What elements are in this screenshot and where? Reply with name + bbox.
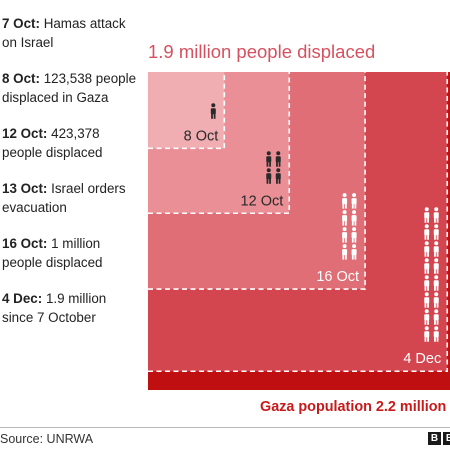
person-icon bbox=[424, 258, 430, 274]
person-icon bbox=[424, 241, 430, 257]
person-icon bbox=[424, 309, 430, 325]
area-label: 8 Oct bbox=[184, 128, 219, 144]
area-label: 16 Oct bbox=[316, 269, 359, 285]
person-icon bbox=[433, 292, 439, 308]
person-icon bbox=[342, 210, 348, 226]
person-icon bbox=[433, 275, 439, 291]
bbc-logo: B B C bbox=[428, 432, 450, 445]
person-icon bbox=[275, 168, 281, 184]
person-icon bbox=[210, 103, 216, 119]
logo-letter: B bbox=[443, 432, 450, 445]
person-icon bbox=[433, 207, 439, 223]
person-icon bbox=[266, 168, 272, 184]
area-outline bbox=[148, 72, 449, 373]
timeline-event: 13 Oct: Israel orders evacuation bbox=[2, 181, 126, 215]
area-outline bbox=[148, 72, 366, 290]
timeline-event: 7 Oct: Hamas attack on Israel bbox=[2, 16, 126, 50]
person-icon bbox=[342, 227, 348, 243]
person-icon bbox=[433, 224, 439, 240]
source-credit: Source: UNRWA bbox=[0, 432, 94, 446]
timeline-event: 4 Dec: 1.9 million since 7 October bbox=[2, 291, 107, 325]
person-icon bbox=[433, 309, 439, 325]
area-label: 12 Oct bbox=[241, 193, 284, 209]
chart-title: 1.9 million people displaced bbox=[148, 41, 376, 62]
person-icon bbox=[342, 193, 348, 209]
person-icon bbox=[342, 244, 348, 260]
area-label: 4 Dec bbox=[403, 351, 441, 367]
person-icon bbox=[351, 193, 357, 209]
person-icon bbox=[424, 326, 430, 342]
person-icon bbox=[433, 326, 439, 342]
area-outline bbox=[148, 72, 291, 215]
person-icon bbox=[275, 151, 281, 167]
timeline-event: 8 Oct: 123,538 people displaced in Gaza bbox=[2, 71, 137, 105]
logo-letter: B bbox=[428, 432, 441, 445]
divider bbox=[0, 427, 450, 428]
person-icon bbox=[424, 292, 430, 308]
person-icon bbox=[351, 210, 357, 226]
person-icon bbox=[424, 207, 430, 223]
person-icon bbox=[266, 151, 272, 167]
person-icon bbox=[424, 275, 430, 291]
population-label: Gaza population 2.2 million bbox=[260, 399, 447, 415]
person-icon bbox=[351, 227, 357, 243]
person-icon bbox=[433, 258, 439, 274]
person-icon bbox=[433, 241, 439, 257]
person-icon bbox=[351, 244, 357, 260]
timeline: 7 Oct: Hamas attack on Israel 8 Oct: 123… bbox=[2, 14, 140, 344]
timeline-event: 12 Oct: 423,378 people displaced bbox=[2, 126, 103, 160]
person-icon bbox=[424, 224, 430, 240]
timeline-event: 16 Oct: 1 million people displaced bbox=[2, 236, 103, 270]
